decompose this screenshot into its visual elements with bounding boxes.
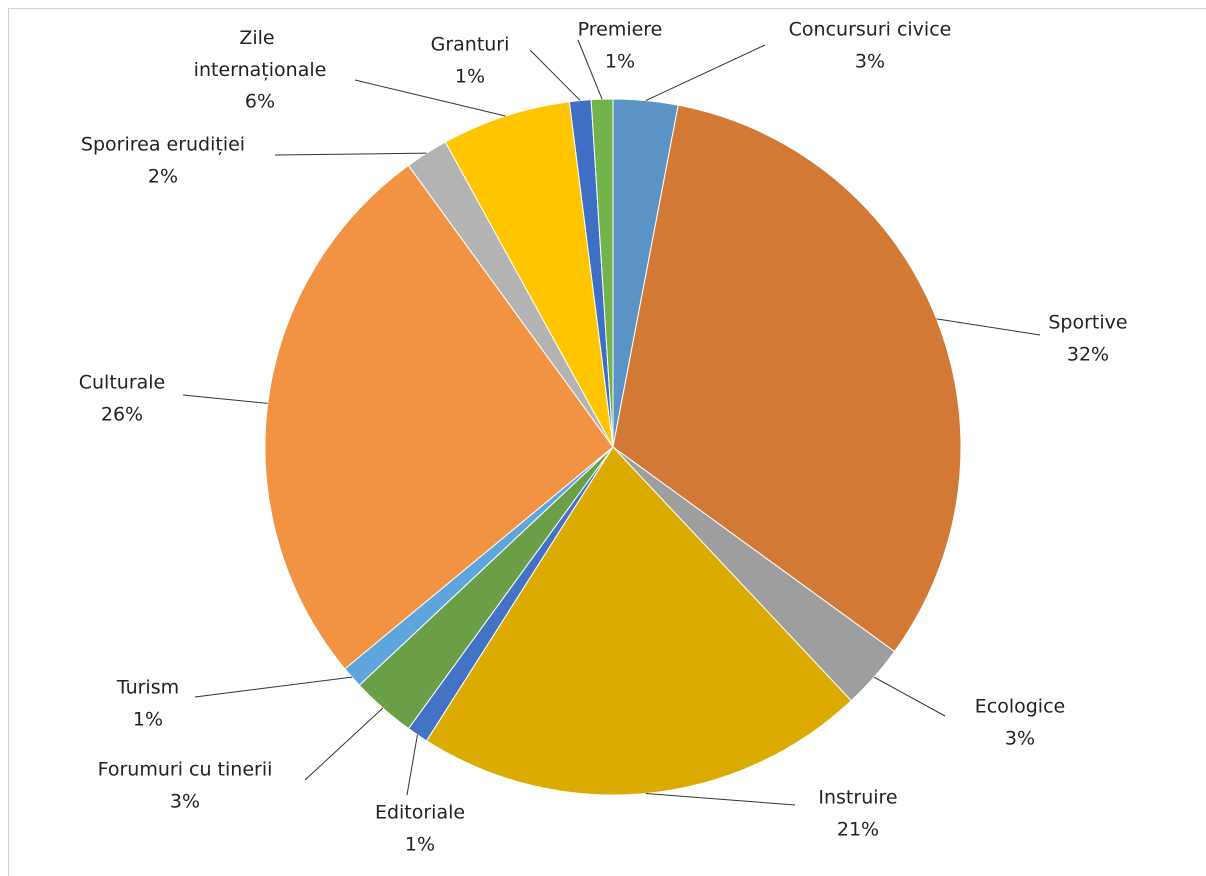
label-line: internaționale — [194, 59, 327, 81]
slice-value-label: 32% — [1067, 344, 1109, 366]
leader-line — [529, 49, 581, 101]
slice-label: Instruire — [818, 787, 897, 809]
slice-value-label: 3% — [170, 791, 200, 813]
leader-line — [645, 792, 796, 806]
slice-label: Granturi — [431, 34, 510, 56]
slice-value-label: 21% — [837, 819, 879, 841]
chart-frame — [8, 8, 1206, 876]
leader-line — [304, 707, 384, 781]
leader-line — [406, 734, 418, 796]
leader-line — [182, 394, 268, 404]
leader-line — [936, 318, 1041, 336]
slice-label: Ecologice — [975, 696, 1065, 718]
slice-value-label: 1% — [455, 66, 485, 88]
slice-value-label: 1% — [405, 834, 435, 856]
label-line: Zile — [239, 27, 280, 49]
slice-value-label: 3% — [855, 51, 885, 73]
leader-line — [274, 152, 427, 156]
slice-value-label: 2% — [148, 166, 178, 188]
slice-value-label: 3% — [1005, 728, 1035, 750]
slice-label: Premiere — [578, 19, 663, 41]
slice-label: Concursuri civice — [789, 19, 952, 41]
pie-slice — [444, 101, 614, 448]
pie-slice — [264, 164, 614, 670]
pie-slice — [590, 98, 614, 448]
slice-label: Sportive — [1048, 312, 1127, 334]
slice-value-label: 26% — [101, 404, 143, 426]
leader-line — [577, 39, 603, 100]
slice-label: Editoriale — [375, 802, 465, 824]
slice-value-label: 6% — [245, 91, 275, 113]
slice-label: Sporirea erudiției — [81, 134, 245, 156]
leader-line — [194, 676, 353, 698]
pie-slice — [425, 446, 852, 796]
pie-slice — [612, 104, 962, 653]
leader-line — [873, 676, 946, 717]
slice-value-label: 1% — [133, 709, 163, 731]
slice-label: Forumuri cu tinerii — [98, 759, 273, 781]
slice-label: Turism — [116, 677, 179, 699]
slice-value-label: 1% — [605, 51, 635, 73]
slice-label: Zile internaționale — [194, 27, 327, 81]
leader-line — [645, 44, 766, 101]
slice-label: Culturale — [79, 372, 166, 394]
leader-line — [354, 79, 506, 117]
